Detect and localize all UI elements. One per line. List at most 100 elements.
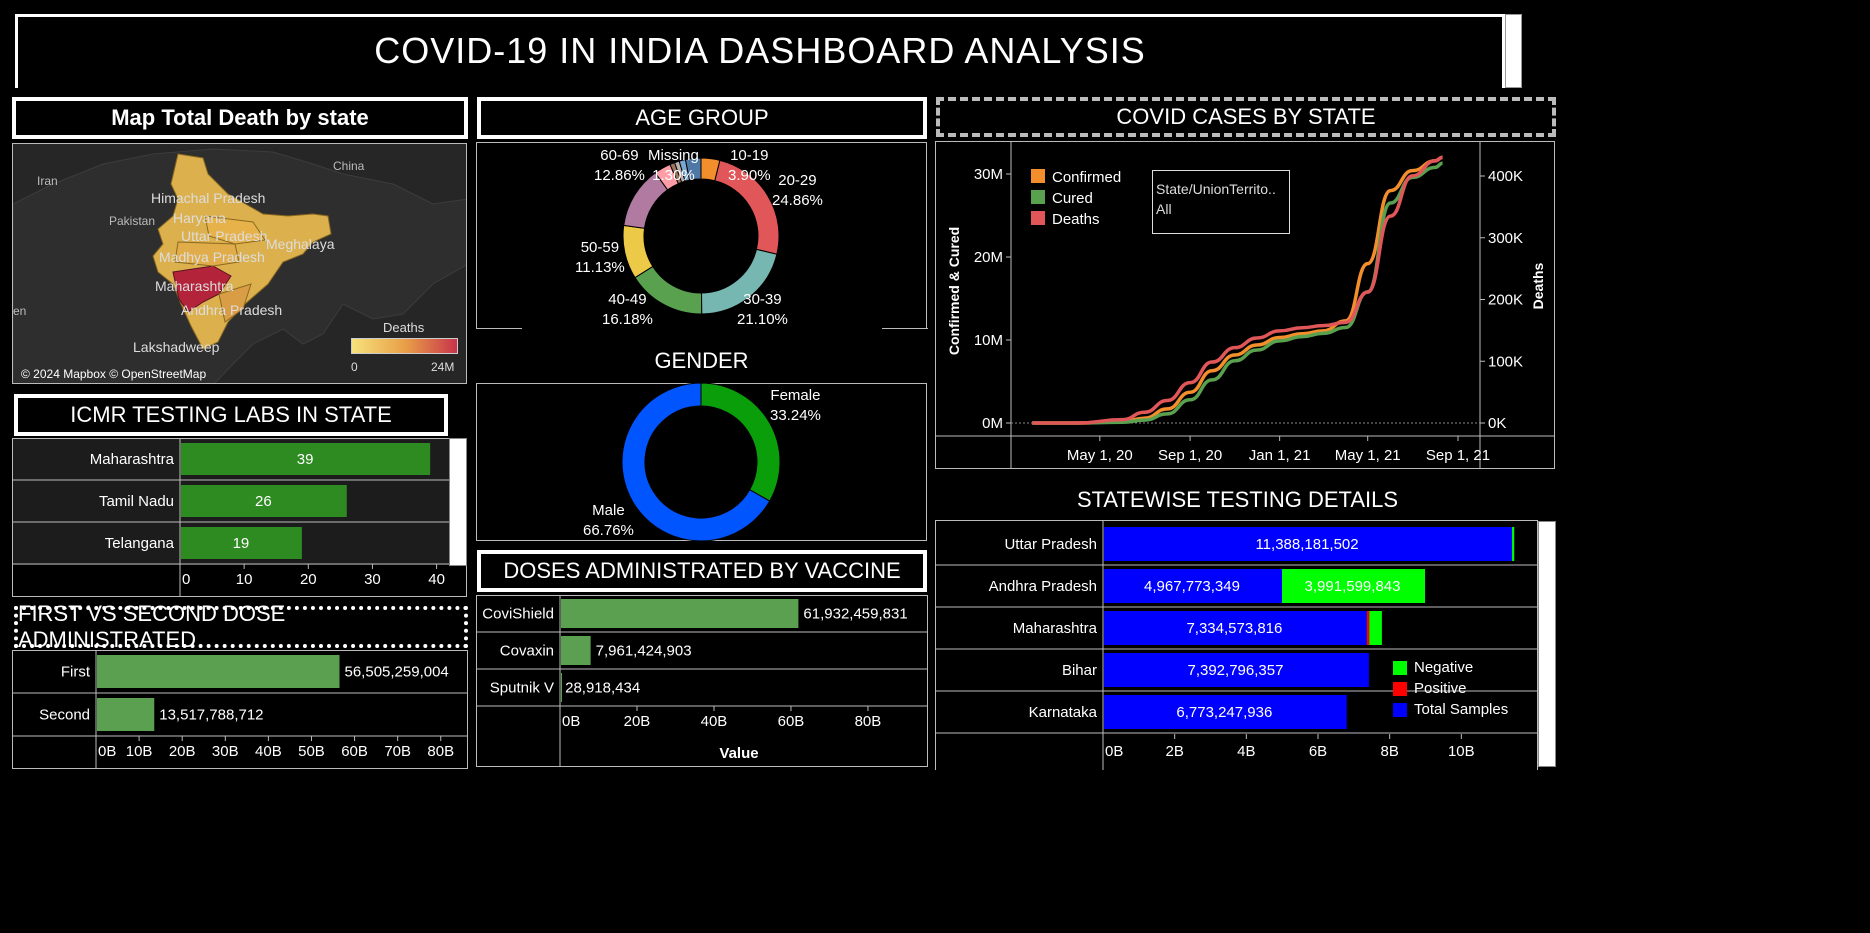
age-title-text: AGE GROUP bbox=[635, 105, 769, 130]
state-filter-value[interactable]: All bbox=[1156, 201, 1172, 217]
category-label: Karnataka bbox=[1029, 704, 1098, 721]
category-label: Maharashtra bbox=[90, 451, 175, 468]
map-label-madhya-pradesh: Madhya Pradesh bbox=[159, 249, 265, 265]
age-label-60-69: 60-69 12.86% bbox=[594, 147, 645, 184]
legend-label-Cured: Cured bbox=[1052, 190, 1093, 207]
state-filter[interactable]: State/UnionTerrito.. All bbox=[1152, 170, 1290, 234]
map-legend-max: 24M bbox=[431, 360, 455, 374]
map-label-maharashtra: Maharashtra bbox=[155, 278, 234, 294]
legend-item-positive[interactable]: Positive bbox=[1393, 678, 1508, 699]
bar-value-label: 4,967,773,349 bbox=[1144, 578, 1240, 595]
icmr-title-text: ICMR TESTING LABS IN STATE bbox=[70, 402, 392, 427]
map-canvas[interactable] bbox=[13, 144, 467, 384]
category-label: Covaxin bbox=[500, 643, 554, 660]
line-Confirmed bbox=[1032, 155, 1443, 425]
tick-label: 80B bbox=[427, 743, 454, 760]
tick-label: 0B bbox=[98, 743, 116, 760]
chart-frame bbox=[935, 520, 1538, 770]
tick-label: 60B bbox=[778, 713, 805, 730]
tick-label: 2B bbox=[1165, 743, 1183, 760]
map-label-himachal: Himachal Pradesh bbox=[151, 190, 266, 206]
cases-chart: 0M 10M 20M 30M 0K 100K 200K 300K 400K May 1, 20 Se… bbox=[935, 141, 1555, 469]
bar-value-label: 56,505,259,004 bbox=[345, 664, 449, 681]
gender-label-male: Male 66.76% bbox=[583, 502, 634, 539]
bar-Total Samples bbox=[1104, 527, 1513, 561]
age-panel-bottom-right bbox=[882, 328, 928, 329]
map-label-meghalaya: Meghalaya bbox=[266, 236, 335, 252]
icmr-scrollbar[interactable] bbox=[449, 438, 467, 566]
bar-value-label: 26 bbox=[255, 493, 272, 510]
map-view[interactable]: Iran China Pakistan Himachal Pradesh Har… bbox=[12, 143, 467, 384]
map-attribution[interactable]: © 2024 Mapbox © OpenStreetMap bbox=[21, 367, 207, 381]
y-tick-label: 10M bbox=[974, 332, 1003, 349]
bar-Sputnik V bbox=[561, 673, 562, 702]
x-tick-label: Sep 1, 20 bbox=[1158, 447, 1222, 464]
tick-label: 20B bbox=[624, 713, 651, 730]
bar-value-label: 3,991,599,843 bbox=[1305, 578, 1401, 595]
gender-slice-Male bbox=[621, 382, 771, 542]
bar-CoviShield bbox=[561, 599, 799, 628]
age-panel-title: AGE GROUP bbox=[477, 97, 927, 139]
y-axis-title: Confirmed & Cured bbox=[946, 227, 962, 355]
line-Cured bbox=[1032, 161, 1443, 425]
age-label-50-59: 50-59 11.13% bbox=[575, 239, 625, 276]
tick-label: 0B bbox=[1105, 743, 1123, 760]
category-label: Andhra Pradesh bbox=[989, 578, 1097, 595]
dose-title-text: FIRST VS SECOND DOSE ADMINISTRATED bbox=[18, 601, 286, 652]
category-label: Bihar bbox=[1062, 662, 1097, 679]
bar-Negative bbox=[1369, 611, 1382, 645]
map-label-uttar-pradesh: Uttar Pradesh bbox=[181, 228, 268, 244]
tick-label: 0B bbox=[562, 713, 580, 730]
uttar-pradesh-region bbox=[204, 215, 266, 245]
bar-value-label: 13,517,788,712 bbox=[159, 707, 263, 724]
gender-donut bbox=[621, 382, 781, 542]
age-label-missing: Missing 1.30% bbox=[648, 147, 699, 184]
tick-label: 10B bbox=[126, 743, 153, 760]
category-label: Tamil Nadu bbox=[99, 493, 174, 510]
tick-label: 4B bbox=[1237, 743, 1255, 760]
y2-tick-label: 400K bbox=[1488, 168, 1523, 185]
legend-item-negative[interactable]: Negative bbox=[1393, 657, 1508, 678]
tick-label: 30B bbox=[212, 743, 239, 760]
bar-Positive bbox=[1366, 611, 1370, 645]
chart-frame bbox=[935, 141, 1555, 469]
tick-label: 30 bbox=[364, 571, 381, 588]
y2-tick-label: 100K bbox=[1488, 353, 1523, 370]
category-label: Maharashtra bbox=[1013, 620, 1098, 637]
line-Deaths bbox=[1032, 155, 1443, 425]
bar-Maharashtra bbox=[181, 443, 431, 475]
tick-label: 0 bbox=[182, 571, 190, 588]
dashboard-title: COVID-19 IN INDIA DASHBOARD ANALYSIS bbox=[374, 30, 1146, 71]
bar-Tamil Nadu bbox=[181, 485, 347, 517]
legend-item-total[interactable]: Total Samples bbox=[1393, 699, 1508, 720]
age-slice-10 bbox=[684, 157, 702, 181]
bar-value-label: 61,932,459,831 bbox=[803, 606, 907, 623]
header-scrollbar[interactable] bbox=[1505, 14, 1522, 88]
madhya-pradesh-region bbox=[174, 241, 240, 267]
category-label: Telangana bbox=[105, 535, 175, 552]
age-panel bbox=[476, 142, 927, 329]
y2-tick-label: 300K bbox=[1488, 230, 1523, 247]
tick-label: 50B bbox=[298, 743, 325, 760]
testing-scrollbar[interactable] bbox=[1538, 521, 1556, 767]
legend-swatch-positive bbox=[1393, 681, 1407, 696]
andhra-region bbox=[218, 283, 252, 323]
category-label: Sputnik V bbox=[490, 680, 554, 697]
map-label-edge: en bbox=[13, 304, 27, 318]
tick-label: 20 bbox=[300, 571, 317, 588]
map-panel-title: Map Total Death by state bbox=[12, 97, 468, 139]
x-tick-label: Sep 1, 21 bbox=[1426, 447, 1490, 464]
bar-value-label: 6,773,247,936 bbox=[1176, 704, 1272, 721]
map-label-iran: Iran bbox=[37, 174, 58, 188]
vaccine-panel-title: DOSES ADMINISTRATED BY VACCINE bbox=[477, 550, 927, 592]
y-tick-label: 30M bbox=[974, 166, 1003, 183]
x-axis-title: Value bbox=[719, 745, 758, 762]
testing-chart: Uttar Pradesh 11,388,181,502 Andhra Prades… bbox=[935, 520, 1538, 770]
y-tick-label: 20M bbox=[974, 249, 1003, 266]
map-legend-min: 0 bbox=[351, 360, 358, 374]
bar-Negative bbox=[1282, 569, 1426, 603]
bar-Covaxin bbox=[561, 636, 591, 665]
tick-label: 80B bbox=[855, 713, 882, 730]
cases-title-text: COVID CASES BY STATE bbox=[1116, 104, 1376, 129]
tick-label: 40B bbox=[255, 743, 282, 760]
